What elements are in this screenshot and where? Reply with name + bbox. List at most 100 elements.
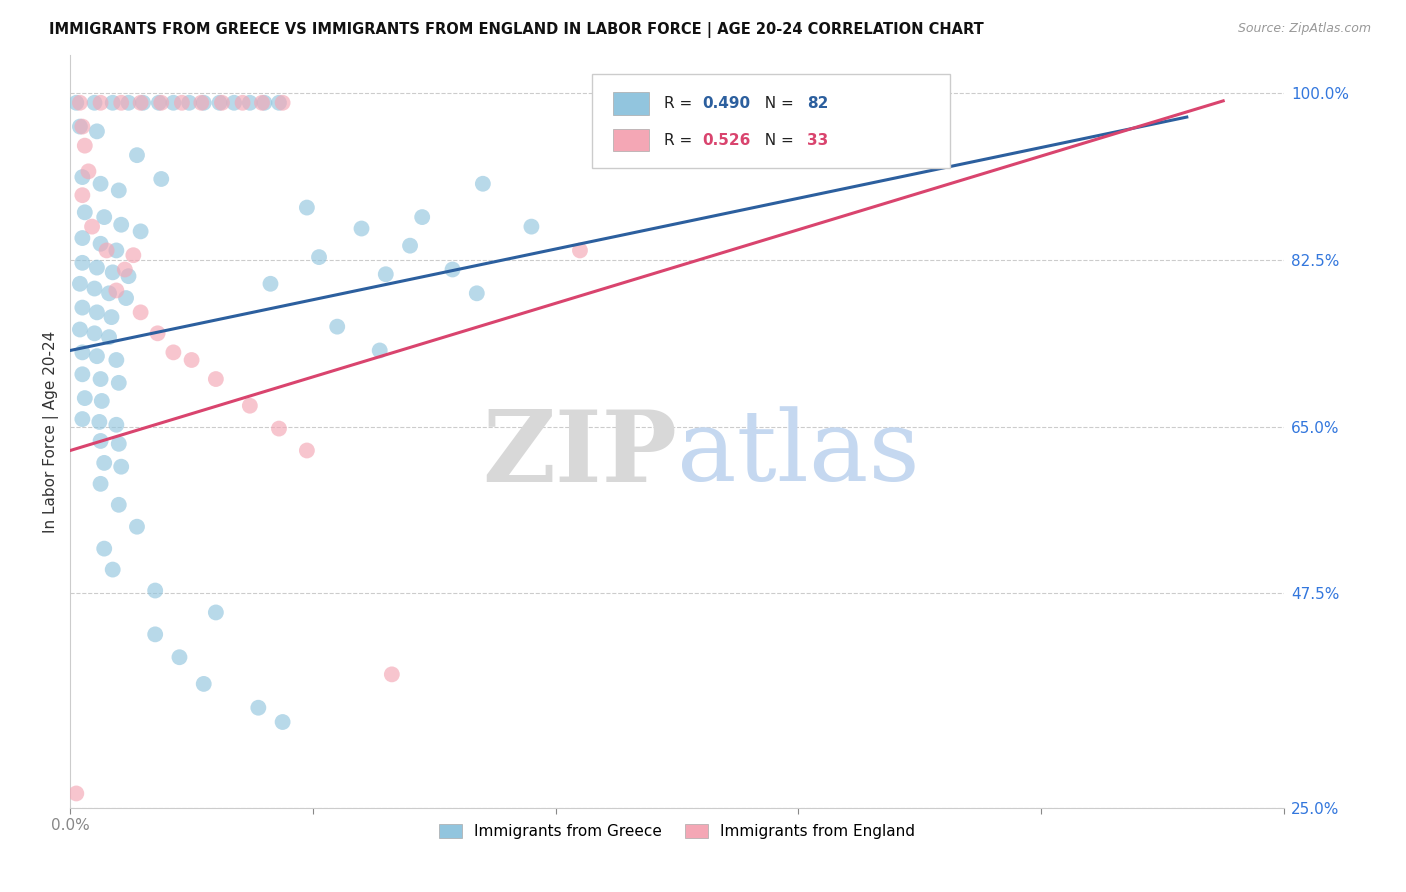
Bar (613, 93, 650, 115)
Point (267, 95, 290, 110)
Point (93, 210, 115, 224)
Point (129, 305, 152, 319)
Point (101, 265, 124, 279)
Point (101, 563, 124, 577)
Point (190, 95, 212, 110)
Point (247, 700, 270, 714)
Point (90, 177, 112, 191)
Point (110, 218, 132, 232)
Point (72, 120, 94, 134)
Point (110, 95, 132, 110)
Point (239, 399, 262, 413)
Point (267, 421, 290, 435)
Point (259, 277, 281, 291)
Point (80, 219, 103, 234)
Point (72, 412, 94, 426)
Point (73, 138, 96, 153)
Point (107, 437, 129, 451)
Point (295, 443, 318, 458)
Point (73, 391, 96, 405)
Point (65, 787, 87, 801)
Point (65, 95, 87, 110)
Text: N =: N = (755, 133, 799, 147)
Point (90, 372, 112, 386)
Point (568, 244, 591, 258)
Text: 0.526: 0.526 (703, 133, 751, 147)
Point (368, 343, 391, 358)
Point (179, 95, 201, 110)
Point (98, 330, 121, 344)
Text: atlas: atlas (678, 406, 920, 502)
Point (86, 349, 108, 363)
Point (150, 95, 173, 110)
Text: IMMIGRANTS FROM GREECE VS IMMIGRANTS FROM ENGLAND IN LABOR FORCE | AGE 20-24 COR: IMMIGRANTS FROM GREECE VS IMMIGRANTS FRO… (49, 22, 984, 38)
Point (211, 95, 233, 110)
Point (326, 319, 349, 334)
Point (205, 372, 228, 386)
Point (72, 368, 94, 382)
Point (72, 301, 94, 315)
Point (96, 244, 118, 258)
Point (90, 95, 112, 110)
Point (105, 353, 128, 368)
Point (89, 415, 111, 429)
Point (441, 262, 464, 277)
Point (125, 519, 148, 533)
Point (125, 148, 148, 162)
Point (205, 606, 228, 620)
Point (162, 345, 184, 359)
Point (107, 376, 129, 390)
Point (148, 95, 170, 110)
Point (105, 417, 128, 432)
Point (115, 291, 138, 305)
Point (897, 107, 920, 121)
Point (411, 210, 433, 224)
Y-axis label: In Labor Force | Age 20-24: In Labor Force | Age 20-24 (44, 330, 59, 533)
Point (90, 394, 112, 409)
Text: Source: ZipAtlas.com: Source: ZipAtlas.com (1237, 22, 1371, 36)
Point (122, 248, 145, 262)
Point (100, 310, 122, 325)
Point (117, 95, 139, 110)
Point (143, 583, 166, 598)
Point (83, 281, 105, 295)
Point (222, 95, 245, 110)
Point (105, 244, 128, 258)
Text: N =: N = (755, 96, 799, 112)
Point (93, 456, 115, 470)
Point (83, 326, 105, 341)
Point (72, 231, 94, 245)
Point (72, 170, 94, 185)
Point (129, 224, 152, 238)
Point (69, 120, 91, 134)
Point (101, 95, 124, 110)
Point (520, 219, 543, 234)
Point (93, 541, 115, 556)
Point (90, 236, 112, 251)
Point (811, 110, 834, 124)
Point (69, 322, 91, 336)
Point (146, 326, 169, 341)
Point (295, 201, 318, 215)
Point (86, 305, 108, 319)
Point (271, 714, 294, 729)
Point (132, 95, 155, 110)
Point (107, 498, 129, 512)
Text: ZIP: ZIP (482, 406, 678, 502)
Point (465, 286, 488, 301)
Point (239, 95, 262, 110)
Point (90, 476, 112, 491)
Point (110, 459, 132, 474)
Point (232, 95, 254, 110)
FancyBboxPatch shape (592, 74, 950, 168)
Point (170, 95, 193, 110)
Point (98, 286, 121, 301)
Point (77, 164, 100, 178)
Point (69, 95, 91, 110)
Point (374, 267, 396, 281)
Point (114, 262, 136, 277)
Point (193, 677, 215, 691)
Point (72, 345, 94, 359)
Text: R =: R = (664, 133, 697, 147)
Point (180, 353, 202, 368)
